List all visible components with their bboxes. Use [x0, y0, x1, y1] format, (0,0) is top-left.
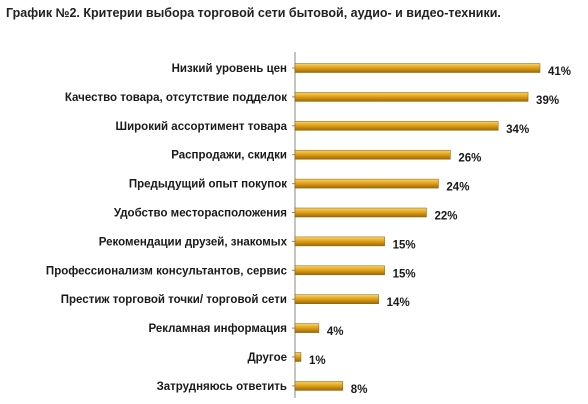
data-label: 4% [327, 326, 344, 338]
category-label: Затрудняюсь ответить [157, 381, 287, 393]
bar [294, 178, 439, 189]
data-label: 39% [536, 95, 559, 107]
category-label: Рекламная информация [148, 323, 287, 335]
data-label: 8% [351, 384, 368, 396]
bar [294, 63, 541, 73]
bar [294, 149, 451, 160]
bar [294, 352, 302, 362]
bar [294, 92, 529, 102]
data-label: 34% [506, 124, 529, 136]
category-label: Низкий уровень цен [172, 63, 287, 75]
category-label: Удобство месторасположения [114, 208, 287, 220]
data-label: 1% [309, 355, 326, 367]
category-label: Качество товара, отсутствие подделок [65, 92, 287, 104]
bar [294, 207, 427, 218]
category-label: Широкий ассортимент товара [116, 121, 288, 133]
bar [294, 323, 320, 333]
category-label: Профессионализм консультантов, сервис [46, 265, 288, 277]
bar [294, 294, 379, 304]
data-label: 14% [387, 297, 410, 309]
bar [294, 265, 385, 276]
category-label: Предыдущий опыт покупок [129, 179, 287, 191]
chart-title: График №2. Критерии выбора торговой сети… [6, 6, 501, 20]
data-label: 15% [393, 239, 416, 251]
data-label: 15% [393, 268, 416, 280]
data-label: 24% [446, 182, 469, 194]
bar [294, 121, 499, 131]
category-label: Распродажи, скидки [171, 150, 287, 162]
data-label: 41% [548, 66, 571, 78]
data-label: 22% [434, 211, 457, 223]
category-label: Рекомендации друзей, знакомых [99, 236, 288, 248]
category-label: Престиж торговой точки/ торговой сети [61, 294, 287, 306]
category-label: Другое [247, 352, 287, 364]
data-label: 26% [458, 153, 481, 165]
bar [294, 236, 385, 247]
bar [294, 381, 344, 391]
